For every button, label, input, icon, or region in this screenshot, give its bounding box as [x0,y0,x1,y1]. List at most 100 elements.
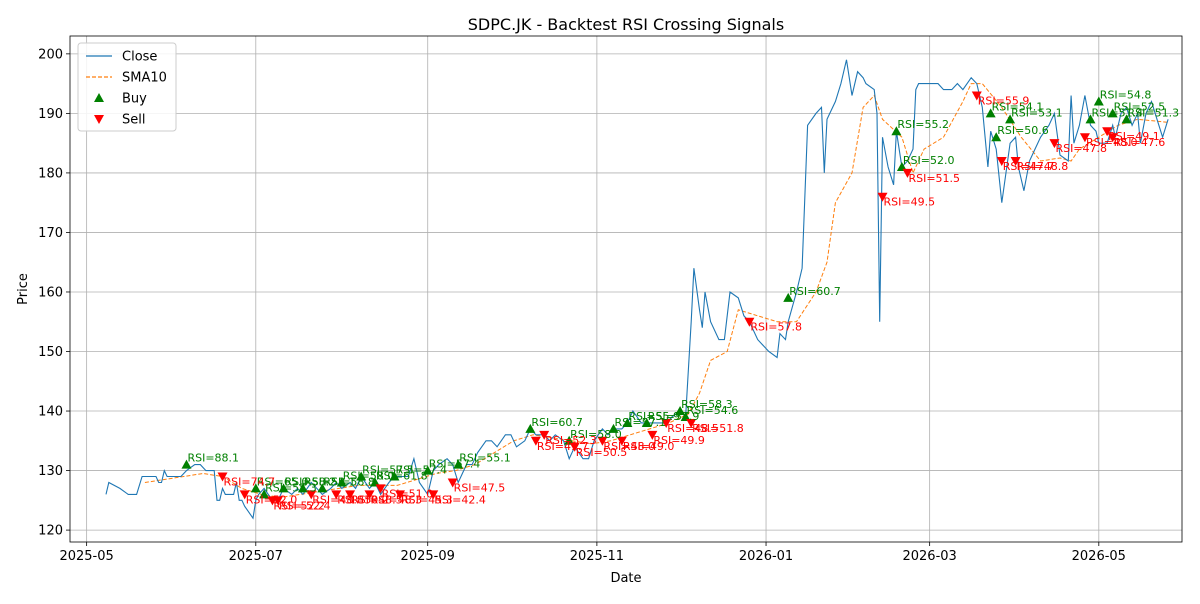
sell-label: RSI=42.4 [434,493,486,506]
sell-marker [661,418,672,428]
buy-label: RSI=57.4 [395,464,447,477]
buy-label: RSI=58.0 [343,469,395,482]
buy-marker [675,406,686,416]
sell-label: RSI=49.7 [537,440,589,453]
buy-label: RSI=88.1 [187,452,239,465]
legend-label: Buy [122,92,147,107]
sell-marker [996,157,1007,167]
sell-marker [1079,133,1090,143]
buy-marker [783,292,794,302]
sell-marker [1010,157,1021,167]
sell-label: RSI=47.5 [454,481,506,494]
y-tick-label: 200 [38,47,63,62]
buy-label: RSI=52.0 [903,154,955,167]
buy-marker [896,161,907,171]
sell-marker [530,436,541,446]
buy-marker [564,435,575,445]
sell-label: RSI=48.0 [603,440,655,453]
buy-marker [1107,108,1118,118]
y-axis-label: Price [16,273,31,305]
sell-label: RSI=52.2 [273,499,325,512]
sell-marker [616,436,627,446]
sell-label: RSI=51.5 [908,172,960,185]
y-tick-label: 130 [38,464,63,479]
sell-label: RSI=50.2 [337,493,389,506]
x-tick-label: 2026-01 [739,549,793,564]
buy-label: RSI=54.6 [687,404,739,417]
buy-marker [259,489,270,499]
buy-marker [891,126,902,136]
buy-marker [985,108,996,118]
sell-marker [877,192,888,202]
x-tick-label: 2026-05 [1072,549,1126,564]
legend-label: Sell [122,113,145,128]
y-tick-label: 150 [38,345,63,360]
buy-label: RSI=60.7 [531,416,583,429]
buy-marker [641,417,652,427]
buy-label: RSI=58.1 [304,475,356,488]
buy-marker [1093,96,1104,106]
legend-label: SMA10 [122,71,167,86]
sell-label: RSI=47.7 [1003,160,1055,173]
sell-label: RSI=52.0 [246,493,298,506]
buy-label: RSI=51.3 [1128,106,1180,119]
buy-label: RSI=57.4 [429,458,481,471]
buy-marker [370,477,381,487]
sell-label: RSI=48.5 [667,422,719,435]
buy-marker [1005,114,1016,124]
sell-marker [902,168,913,178]
sell-marker [394,490,405,500]
sell-label: RSI=51.8 [692,422,744,435]
sell-marker [447,478,458,488]
legend: Close SMA10 Buy Sell [77,42,177,132]
buy-label: RSI=52.5 [1114,100,1166,113]
x-tick-label: 2025-05 [59,549,113,564]
buy-label: RSI=50.6 [997,124,1049,137]
buy-marker [608,423,619,433]
sell-label: RSI=47.6 [1114,136,1166,149]
sell-label: RSI=74.7 [224,476,276,489]
sell-marker [375,484,386,494]
sell-label: RSI=49.5 [884,196,936,209]
sell-marker [306,490,317,500]
buy-label: RSI=58.0 [570,428,622,441]
sell-label: RSI=49.0 [623,440,675,453]
x-axis-label: Date [610,571,641,586]
signal-markers [181,91,1132,506]
buy-label: RSI=55.2 [897,118,949,131]
sell-marker [345,490,356,500]
y-tick-label: 160 [38,285,63,300]
sell-label: RSI=47.8 [1055,142,1107,155]
sell-marker [539,430,550,440]
buy-label: RSI=57.1 [615,416,667,429]
buy-marker [317,483,328,493]
buy-marker [525,423,536,433]
buy-marker [336,477,347,487]
sell-marker [569,442,580,452]
signal-labels: RSI=88.1 RSI=65.0RSI=55.3RSI=58.2RSI=58.1… [187,88,1179,512]
sell-marker [1049,139,1060,149]
grid [70,36,1182,542]
sell-marker [217,472,228,482]
sell-label: RSI=48.8 [1017,160,1069,173]
sma10-line [144,83,1169,498]
sell-marker [272,496,283,506]
buy-label: RSI=58.3 [681,398,733,411]
sell-label: RSI=52.3 [545,434,597,447]
buy-label: RSI=57.5 [362,464,414,477]
buy-marker [680,411,691,421]
buy-marker [422,465,433,475]
buy-label: RSI=58.8 [323,475,375,488]
x-tick-label: 2026-03 [902,549,956,564]
buy-label: RSI=55.3 [265,481,317,494]
sell-label: RSI=50.5 [576,446,628,459]
x-tick-label: 2025-07 [229,549,283,564]
legend-box [77,42,177,132]
chart-title: SDPC.JK - Backtest RSI Crossing Signals [468,15,784,34]
y-tick-label: 140 [38,405,63,420]
buy-label: RSI=65.0 [257,475,309,488]
buy-marker [991,132,1002,142]
sell-marker [744,317,755,327]
sma10-line-group [144,83,1169,498]
sell-label: RSI=45.3 [401,493,453,506]
